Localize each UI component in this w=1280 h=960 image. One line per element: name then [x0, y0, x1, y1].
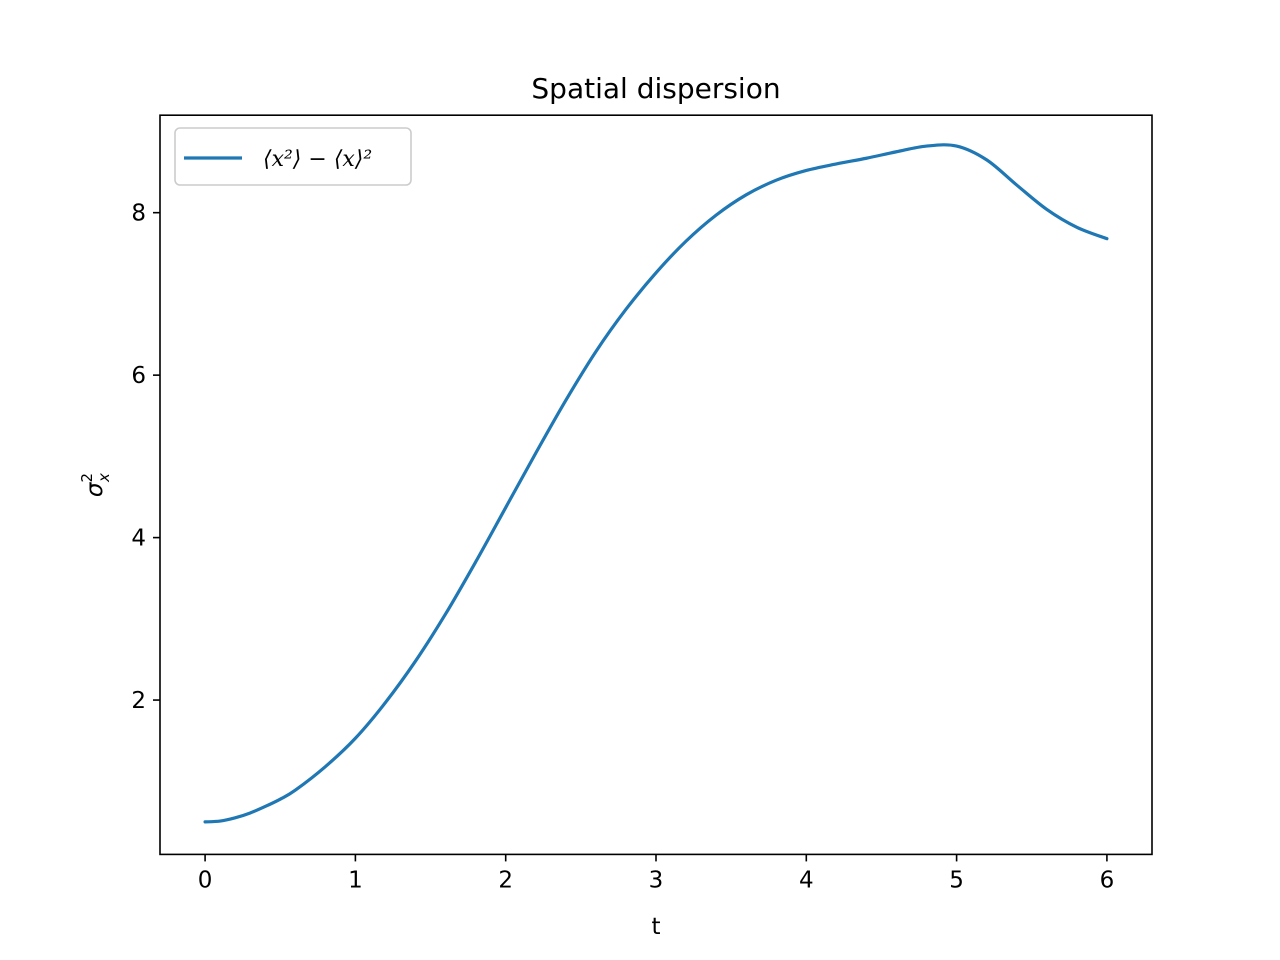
y-tick-label: 6 — [131, 363, 146, 389]
x-tick-label: 0 — [198, 867, 213, 893]
y-tick-label: 4 — [131, 526, 146, 552]
y-axis-label: σ2x — [78, 473, 113, 497]
y-tick-label: 2 — [131, 688, 146, 714]
legend-label: ⟨x²⟩ − ⟨x⟩² — [263, 147, 372, 172]
y-axis: 2 4 6 8 — [131, 201, 160, 714]
x-tick-label: 5 — [949, 867, 964, 893]
x-axis: 0 1 2 3 4 5 6 — [198, 854, 1114, 893]
plot-frame — [159, 114, 1153, 856]
y-axis-label-base: σ — [82, 481, 108, 497]
chart-title: Spatial dispersion — [531, 72, 780, 105]
legend: ⟨x²⟩ − ⟨x⟩² — [174, 127, 412, 186]
legend-box — [174, 127, 412, 186]
plot-area — [203, 143, 1109, 824]
y-tick-label: 8 — [131, 201, 146, 227]
x-tick-label: 6 — [1100, 867, 1115, 893]
x-tick-label: 4 — [799, 867, 814, 893]
x-tick-label: 3 — [649, 867, 664, 893]
x-axis-label: t — [651, 914, 660, 940]
y-axis-label-sup: 2 — [78, 473, 96, 483]
x-tick-label: 2 — [498, 867, 513, 893]
svg-text:σ2x: σ2x — [78, 473, 113, 497]
y-axis-label-sub: x — [95, 473, 113, 483]
series-line — [203, 143, 1109, 824]
x-tick-label: 1 — [348, 867, 363, 893]
